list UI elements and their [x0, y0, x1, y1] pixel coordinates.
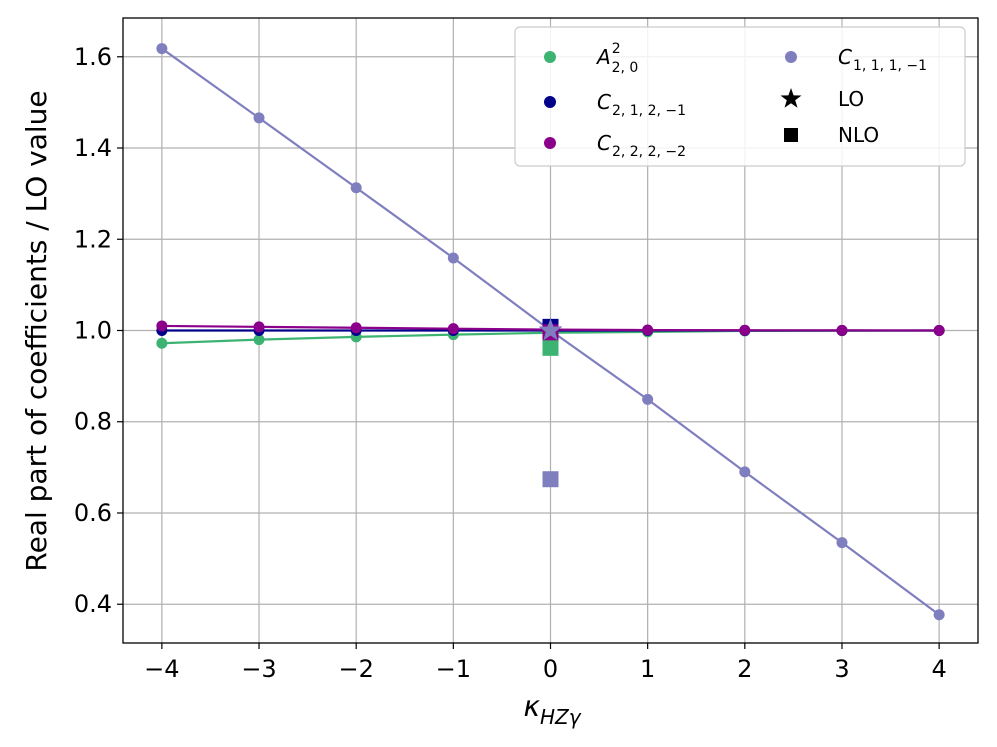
y-axis-ticks: 0.4 0.6 0.8 1.0 1.2 1.4 1.6 [74, 43, 123, 618]
y-tick-label: 1.4 [74, 134, 112, 162]
data-point-c222 [836, 324, 848, 336]
legend-marker-a-2-0 [544, 51, 556, 63]
x-tick-label: −3 [241, 655, 276, 683]
y-axis-label: Real part of coefficients / LO value [20, 90, 53, 571]
y-tick-label: 0.4 [74, 590, 112, 618]
legend-label-lo: LO [838, 87, 864, 111]
data-point-c111 [156, 43, 168, 55]
data-point-a [156, 337, 168, 349]
legend-star-icon [780, 88, 802, 108]
data-point-a [253, 334, 265, 346]
y-tick-label: 1.0 [74, 317, 112, 345]
data-point-c111 [933, 609, 945, 621]
legend: A2 2, 0 C2, 1, 2, −1 C2, 2, 2, −2 C1, 1, … [514, 26, 966, 167]
legend-entry-a-2-0: A2 2, 0 [544, 41, 638, 76]
data-point-c222 [447, 323, 459, 335]
legend-label-a-2-0: A2 2, 0 [595, 41, 638, 76]
data-point-c222 [739, 324, 751, 336]
data-point-c111 [739, 466, 751, 478]
x-axis-label: κHZγ [523, 690, 581, 729]
data-point-c111 [836, 537, 848, 549]
data-point-c222 [350, 322, 362, 334]
data-point-c111 [350, 182, 362, 194]
data-point-c222 [933, 325, 945, 336]
data-point-c222 [253, 321, 265, 333]
x-tick-label: 1 [640, 655, 655, 683]
data-point-c222 [642, 324, 654, 336]
legend-frame [514, 26, 966, 167]
x-tick-label: 2 [737, 655, 752, 683]
legend-square-icon [784, 128, 798, 142]
legend-label-c-2-2-2-m2: C2, 2, 2, −2 [597, 131, 686, 160]
nlo-marker-a [542, 339, 559, 356]
legend-marker-c-2-1-2-m1 [544, 96, 556, 108]
legend-entry-c-1-1-1-m1: C1, 1, 1, −1 [785, 45, 927, 74]
lo-nlo-markers [539, 318, 562, 488]
data-point-c111 [253, 112, 265, 124]
x-tick-label: −4 [144, 655, 179, 683]
legend-entry-c-2-2-2-m2: C2, 2, 2, −2 [544, 131, 686, 160]
data-point-c111 [642, 393, 654, 405]
nlo-marker-c111 [542, 471, 559, 488]
legend-entry-c-2-1-2-m1: C2, 1, 2, −1 [544, 90, 686, 119]
data-point-c111 [447, 252, 459, 264]
legend-label-nlo: NLO [838, 123, 879, 147]
legend-marker-c-1-1-1-m1 [785, 51, 797, 63]
legend-entry-nlo: NLO [784, 123, 879, 147]
x-tick-label: 3 [834, 655, 849, 683]
y-tick-label: 1.2 [74, 225, 112, 253]
y-tick-label: 1.6 [74, 43, 112, 71]
x-tick-label: −2 [338, 655, 373, 683]
x-tick-label: 0 [543, 655, 558, 683]
y-tick-label: 0.6 [74, 499, 112, 527]
legend-marker-c-2-2-2-m2 [544, 137, 556, 149]
x-tick-label: −1 [436, 655, 471, 683]
legend-label-c-2-1-2-m1: C2, 1, 2, −1 [597, 90, 686, 119]
data-point-c222 [156, 320, 168, 332]
x-tick-label: 4 [931, 655, 946, 683]
legend-entry-lo: LO [780, 87, 864, 111]
legend-label-c-1-1-1-m1: C1, 1, 1, −1 [838, 45, 927, 74]
y-tick-label: 0.8 [74, 408, 112, 436]
x-axis-ticks: −4 −3 −2 −1 0 1 2 3 4 [144, 643, 947, 683]
lo-marker-c111 [539, 318, 562, 341]
